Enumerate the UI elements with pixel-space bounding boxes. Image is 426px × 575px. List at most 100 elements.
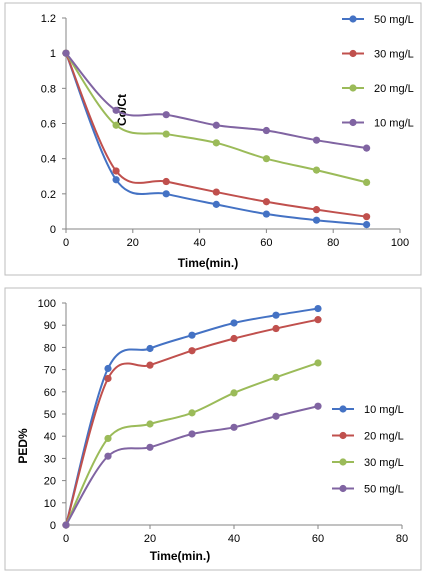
y-axis-title: Co/Ct <box>115 94 129 126</box>
x-axis-title: Time(min.) <box>178 256 238 270</box>
y-tick-label: 60 <box>44 387 56 399</box>
legend-swatch-marker <box>339 484 347 493</box>
data-point <box>162 130 170 138</box>
data-point <box>112 121 120 129</box>
y-tick-label: 40 <box>44 431 56 443</box>
x-tick-label: 20 <box>144 533 156 545</box>
legend-label: 30 mg/L <box>364 457 404 469</box>
y-tick-label: 0.8 <box>41 83 56 95</box>
data-point <box>230 319 238 327</box>
legend-swatch-marker <box>349 49 357 58</box>
data-point <box>212 188 220 196</box>
data-point <box>312 206 321 214</box>
x-tick-label: 100 <box>391 237 409 249</box>
data-point <box>262 198 270 206</box>
legend-swatch-marker <box>339 458 347 466</box>
data-point <box>230 334 238 343</box>
data-point <box>104 364 112 373</box>
y-tick-label: 0.2 <box>41 189 56 201</box>
y-tick-label: 0 <box>50 520 56 532</box>
x-tick-label: 40 <box>193 237 205 249</box>
legend-label: 10 mg/L <box>364 404 404 416</box>
x-tick-label: 0 <box>63 533 69 545</box>
data-point <box>262 210 270 218</box>
chart-co-ct: 0 0.2 0.4 0.6 0.8 1 1.2 0 20 40 60 80 100 Time(min.) C… <box>4 2 422 276</box>
data-point <box>312 136 321 144</box>
chart-frame <box>4 2 422 276</box>
data-point <box>112 106 120 114</box>
data-point <box>312 166 321 174</box>
data-point <box>146 344 154 353</box>
data-point <box>363 144 371 152</box>
data-point <box>162 190 170 198</box>
data-point <box>146 443 154 451</box>
data-point <box>363 213 371 221</box>
data-point <box>146 420 154 428</box>
data-point <box>272 311 280 319</box>
y-tick-label: 1.2 <box>41 13 56 25</box>
data-point <box>112 167 120 175</box>
legend-swatch-marker <box>349 118 357 127</box>
chart-ped-percent: 0 10 20 30 40 50 60 70 80 90 100 0 20 40 60 80 Time(min.… <box>4 287 422 571</box>
y-tick-label: 0.4 <box>41 154 56 166</box>
x-tick-label: 80 <box>327 237 339 249</box>
data-point <box>363 221 371 229</box>
data-point <box>162 111 170 119</box>
data-point <box>188 347 196 355</box>
x-axis-title: Time(min.) <box>150 549 210 563</box>
legend-swatch-marker <box>339 405 347 413</box>
data-point <box>363 178 371 187</box>
y-tick-label: 0.6 <box>41 119 56 131</box>
data-point <box>314 304 322 313</box>
data-point <box>212 121 220 129</box>
data-point <box>188 331 196 339</box>
data-point <box>112 176 120 184</box>
data-point <box>230 389 238 397</box>
legend-label: 50 mg/L <box>364 484 404 496</box>
data-point <box>104 452 112 460</box>
data-point <box>272 412 280 420</box>
data-point <box>62 521 70 529</box>
y-tick-label: 20 <box>44 476 56 488</box>
legend-swatch-marker <box>349 84 357 92</box>
y-tick-label: 100 <box>38 298 56 310</box>
legend-label: 20 mg/L <box>364 431 404 443</box>
data-point <box>162 177 170 186</box>
data-point <box>104 374 112 383</box>
y-tick-label: 70 <box>44 365 56 377</box>
x-tick-label: 20 <box>127 237 139 249</box>
data-point <box>272 324 280 333</box>
data-point <box>188 409 196 417</box>
chart-frame <box>4 287 422 571</box>
legend-swatch-marker <box>349 15 357 23</box>
data-point <box>262 126 270 135</box>
data-point <box>188 430 196 438</box>
data-point <box>314 359 322 367</box>
x-tick-label: 60 <box>312 533 324 545</box>
data-point <box>230 423 238 431</box>
data-point <box>146 361 154 369</box>
x-tick-label: 80 <box>396 533 408 545</box>
y-tick-label: 30 <box>44 453 56 465</box>
data-point <box>312 216 321 224</box>
x-tick-label: 60 <box>260 237 272 249</box>
x-tick-label: 0 <box>63 237 69 249</box>
y-tick-label: 50 <box>44 409 56 421</box>
data-point <box>104 434 112 443</box>
data-point <box>212 200 220 208</box>
y-axis-title: PED% <box>16 428 30 464</box>
legend-swatch-marker <box>339 431 347 440</box>
y-tick-label: 10 <box>44 498 56 510</box>
y-tick-label: 90 <box>44 320 56 332</box>
legend-label: 50 mg/L <box>374 14 414 26</box>
y-tick-label: 0 <box>50 224 56 236</box>
x-tick-label: 40 <box>228 533 240 545</box>
legend-label: 10 mg/L <box>374 118 414 130</box>
data-point <box>212 139 220 147</box>
data-point <box>314 316 322 324</box>
legend-label: 20 mg/L <box>374 83 414 95</box>
data-point <box>272 373 280 381</box>
y-tick-label: 80 <box>44 342 56 354</box>
data-point <box>62 49 70 57</box>
